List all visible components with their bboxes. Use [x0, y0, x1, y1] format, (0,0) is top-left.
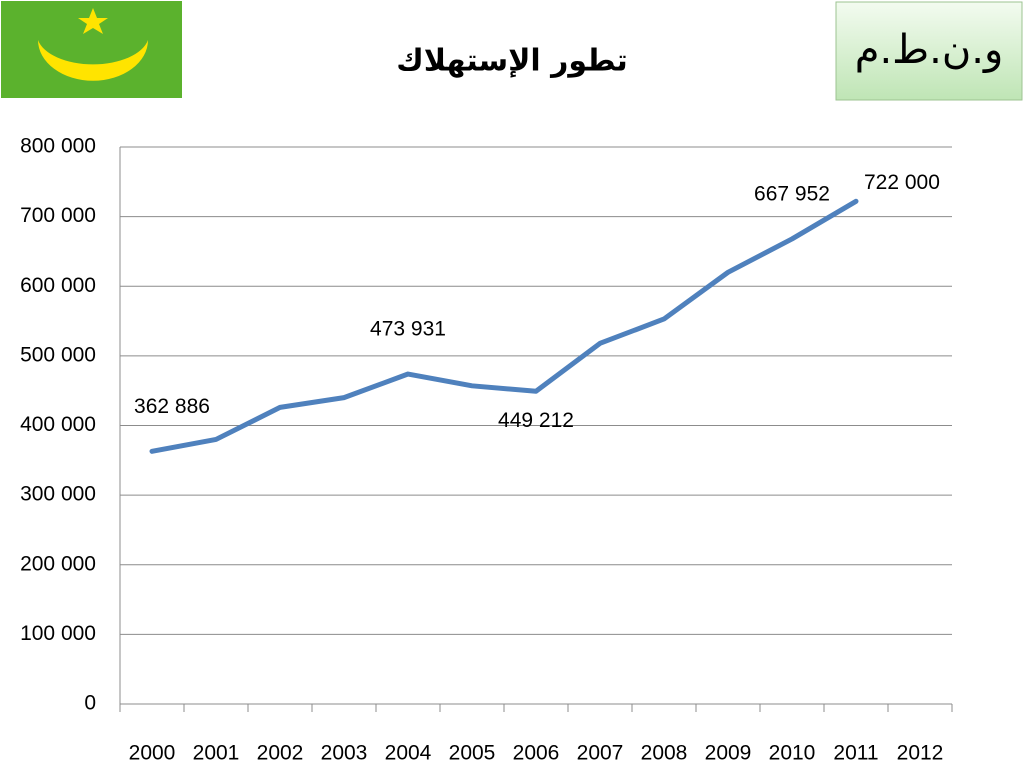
- y-tick-label: 600 000: [20, 274, 96, 297]
- data-label: 362 886: [134, 395, 210, 418]
- x-tick-label: 2001: [193, 742, 240, 765]
- flag: [1, 1, 182, 98]
- chart-title: تطور الإستهلاك: [396, 44, 627, 79]
- y-tick-label: 800 000: [20, 135, 96, 158]
- badge: و.ن.ط.م: [855, 27, 1004, 73]
- x-tick-label: 2006: [513, 742, 560, 765]
- y-tick-label: 0: [84, 692, 96, 715]
- y-tick-label: 100 000: [20, 622, 96, 645]
- y-tick-label: 400 000: [20, 413, 96, 436]
- line: [149, 198, 859, 454]
- x-tick-label: 2005: [449, 742, 496, 765]
- x-tick-label: 2007: [577, 742, 624, 765]
- plot: 0 100 000 200 000 300 000 400 000 500 000 600 …: [20, 135, 953, 765]
- x-tick-label: 2008: [641, 742, 688, 765]
- data-label: 667 952: [754, 182, 830, 205]
- data-label: 473 931: [370, 318, 446, 341]
- x-tick-label: 2002: [257, 742, 304, 765]
- x-tick-label: 2009: [705, 742, 752, 765]
- y-tick-label: 700 000: [20, 204, 96, 227]
- x-tick-label: 2000: [129, 742, 176, 765]
- y-tick-label: 500 000: [20, 343, 96, 366]
- y-tick-label: 300 000: [20, 483, 96, 506]
- badge-box: [835, 1, 1023, 101]
- data-label: 722 000: [864, 171, 940, 194]
- y-tick-label: 200 000: [20, 552, 96, 575]
- x-tick-label: 2004: [385, 742, 432, 765]
- x-tick-label: 2012: [897, 742, 944, 765]
- x-tick-label: 2003: [321, 742, 368, 765]
- data-label: 449 212: [498, 409, 574, 432]
- x-tick-label: 2010: [769, 742, 816, 765]
- x-tick-label: 2011: [833, 742, 878, 765]
